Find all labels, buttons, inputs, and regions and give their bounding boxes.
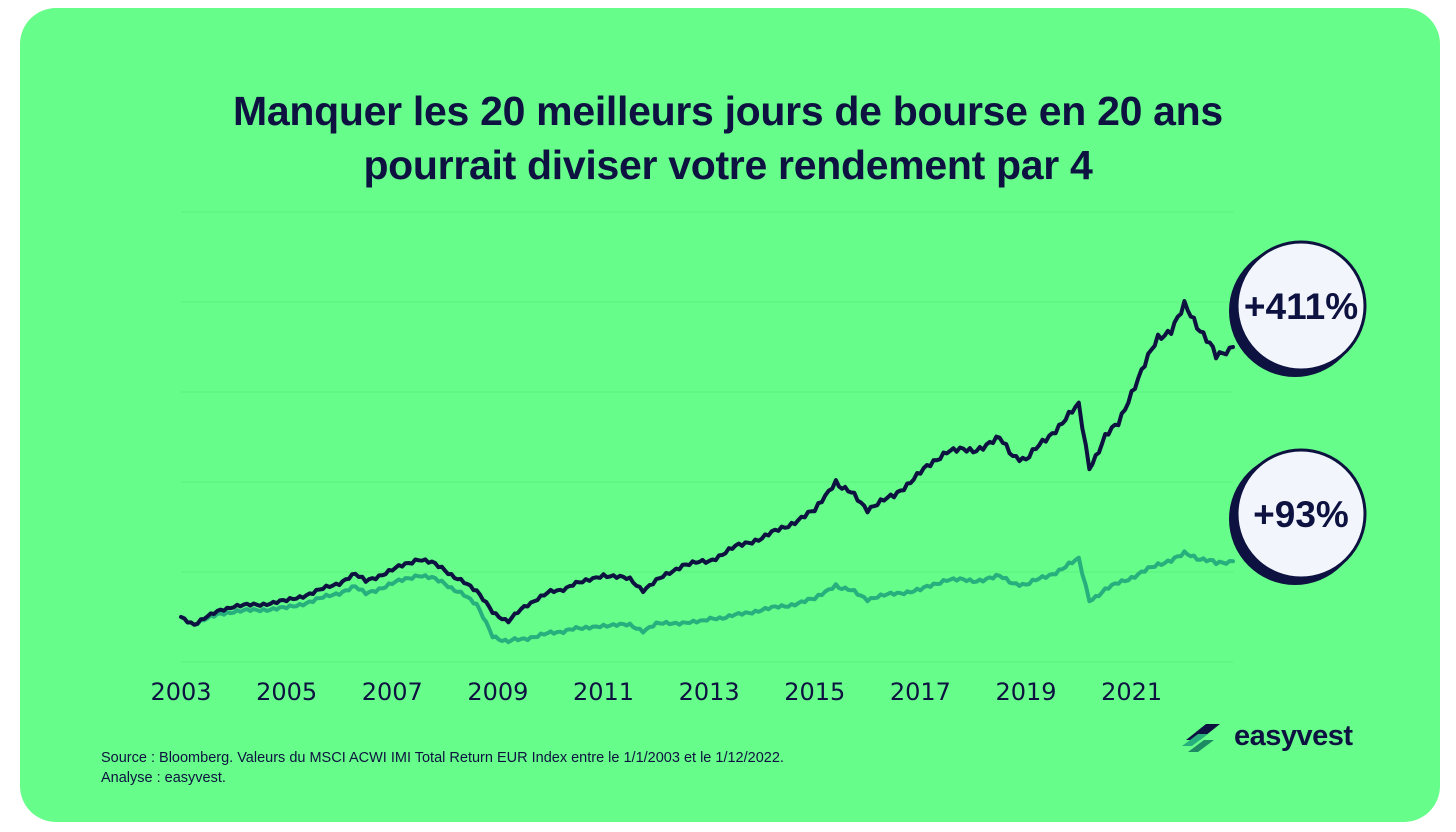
- x-tick-label: 2009: [467, 678, 528, 706]
- x-axis-ticks: 2003 2005 2007 2009 2011 2013 2015 2017 2019 2021: [150, 678, 1162, 706]
- easyvest-logo-icon: [1182, 724, 1220, 752]
- x-tick-label: 2013: [679, 678, 740, 706]
- x-tick-label: 2007: [362, 678, 423, 706]
- source-line: Source : Bloomberg. Valeurs du MSCI ACWI…: [101, 750, 784, 766]
- chart-card: [20, 8, 1440, 822]
- series-line-all-days: [179, 299, 1235, 627]
- x-tick-label: 2003: [150, 678, 211, 706]
- x-tick-label: 2015: [784, 678, 845, 706]
- brand-name: easyvest: [1234, 719, 1353, 752]
- badge-value-label: +93%: [1253, 494, 1349, 535]
- x-tick-label: 2017: [890, 678, 951, 706]
- x-tick-label: 2005: [256, 678, 317, 706]
- final-value-badge: +411%: [1229, 240, 1367, 377]
- final-value-badges: +411% +93%: [1229, 240, 1367, 585]
- chart-title: Manquer les 20 meilleurs jours de bourse…: [0, 84, 1456, 192]
- x-tick-label: 2019: [995, 678, 1056, 706]
- x-tick-label: 2011: [573, 678, 634, 706]
- final-value-badge: +93%: [1229, 448, 1367, 585]
- analysis-line: Analyse : easyvest.: [101, 770, 226, 786]
- badge-value-label: +411%: [1244, 286, 1358, 327]
- series-lines: [179, 299, 1235, 645]
- brand-logo: easyvest: [1180, 716, 1353, 756]
- source-note: Source : Bloomberg. Valeurs du MSCI ACWI…: [101, 748, 784, 788]
- badge-circle: [1235, 240, 1367, 372]
- chart-title-line-1: Manquer les 20 meilleurs jours de bourse…: [233, 88, 1223, 134]
- series-line-missed-days: [179, 549, 1235, 645]
- chart-title-line-2: pourrait diviser votre rendement par 4: [363, 142, 1093, 188]
- x-tick-label: 2021: [1101, 678, 1162, 706]
- grid-lines: [181, 211, 1233, 663]
- badge-circle: [1235, 448, 1367, 580]
